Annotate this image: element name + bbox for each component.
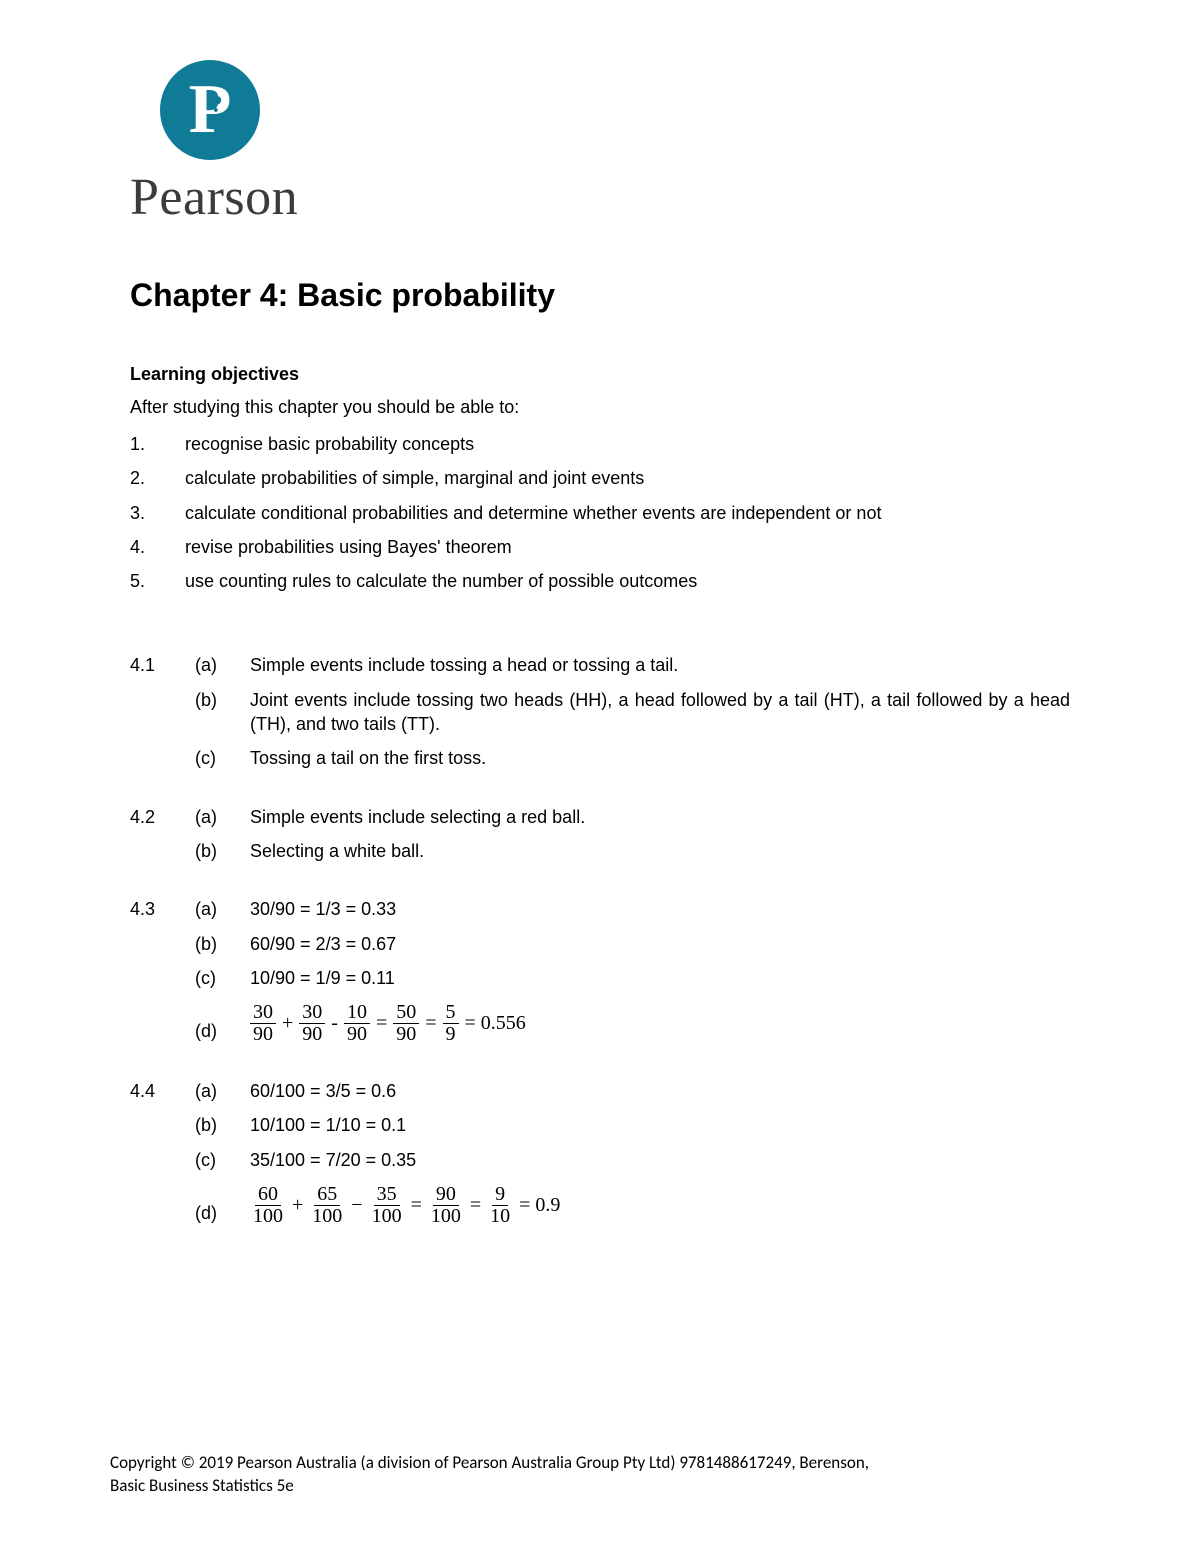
chapter-title: Chapter 4: Basic probability bbox=[130, 277, 1070, 314]
part-letter: (a) bbox=[195, 653, 250, 677]
answer-row: (b) 10/100 = 1/10 = 0.1 bbox=[130, 1113, 1070, 1137]
answer-text: Tossing a tail on the first toss. bbox=[250, 746, 1070, 770]
objective-item: 3. calculate conditional probabilities a… bbox=[130, 501, 1070, 525]
part-letter: (b) bbox=[195, 1113, 250, 1137]
logo-letter: P bbox=[189, 70, 232, 150]
brand-logo: P Pearson bbox=[130, 60, 1070, 227]
answer-row: 4.1 (a) Simple events include tossing a … bbox=[130, 653, 1070, 677]
question-number: 4.3 bbox=[130, 897, 195, 921]
objective-item: 1. recognise basic probability concepts bbox=[130, 432, 1070, 456]
objectives-list: 1. recognise basic probability concepts … bbox=[130, 432, 1070, 593]
answer-row: (d) 3090+3090-1090=5090=59 = 0.556 bbox=[130, 1000, 1070, 1045]
part-letter: (a) bbox=[195, 805, 250, 829]
answer-equation: 3090+3090-1090=5090=59 = 0.556 bbox=[250, 1000, 1070, 1045]
answer-text: Selecting a white ball. bbox=[250, 839, 1070, 863]
page: P Pearson Chapter 4: Basic probability L… bbox=[0, 0, 1200, 1553]
objective-number: 4. bbox=[130, 535, 185, 559]
part-letter: (d) bbox=[195, 1000, 250, 1045]
objectives-intro: After studying this chapter you should b… bbox=[130, 397, 1070, 418]
answers-section: 4.1 (a) Simple events include tossing a … bbox=[130, 653, 1070, 1227]
question-number: 4.1 bbox=[130, 653, 195, 677]
objective-text: revise probabilities using Bayes' theore… bbox=[185, 535, 1070, 559]
objective-number: 2. bbox=[130, 466, 185, 490]
answer-text: 60/90 = 2/3 = 0.67 bbox=[250, 932, 1070, 956]
answer-row: 4.4 (a) 60/100 = 3/5 = 0.6 bbox=[130, 1079, 1070, 1103]
answer-row: (c) 10/90 = 1/9 = 0.11 bbox=[130, 966, 1070, 990]
objective-text: calculate probabilities of simple, margi… bbox=[185, 466, 1070, 490]
part-letter: (d) bbox=[195, 1182, 250, 1227]
objective-item: 4. revise probabilities using Bayes' the… bbox=[130, 535, 1070, 559]
answer-text: 30/90 = 1/3 = 0.33 bbox=[250, 897, 1070, 921]
part-letter: (c) bbox=[195, 966, 250, 990]
answer-text: 60/100 = 3/5 = 0.6 bbox=[250, 1079, 1070, 1103]
part-letter: (b) bbox=[195, 932, 250, 956]
objective-text: recognise basic probability concepts bbox=[185, 432, 1070, 456]
part-letter: (c) bbox=[195, 1148, 250, 1172]
part-letter: (b) bbox=[195, 839, 250, 863]
part-letter: (c) bbox=[195, 746, 250, 770]
objective-text: use counting rules to calculate the numb… bbox=[185, 569, 1070, 593]
answer-text: Simple events include selecting a red ba… bbox=[250, 805, 1070, 829]
question-number: 4.2 bbox=[130, 805, 195, 829]
fraction-equation: 60100+65100−35100=90100=910 = 0.9 bbox=[250, 1184, 560, 1227]
answer-text: 10/90 = 1/9 = 0.11 bbox=[250, 966, 1070, 990]
answer-row: (d) 60100+65100−35100=90100=910 = 0.9 bbox=[130, 1182, 1070, 1227]
answer-text: Joint events include tossing two heads (… bbox=[250, 688, 1070, 737]
answer-row: 4.3 (a) 30/90 = 1/3 = 0.33 bbox=[130, 897, 1070, 921]
objective-number: 3. bbox=[130, 501, 185, 525]
objective-item: 2. calculate probabilities of simple, ma… bbox=[130, 466, 1070, 490]
answer-row: (c) 35/100 = 7/20 = 0.35 bbox=[130, 1148, 1070, 1172]
objective-number: 1. bbox=[130, 432, 185, 456]
fraction-equation: 3090+3090-1090=5090=59 = 0.556 bbox=[250, 1002, 526, 1045]
part-letter: (a) bbox=[195, 897, 250, 921]
answer-row: (b) Joint events include tossing two hea… bbox=[130, 688, 1070, 737]
answer-text: Simple events include tossing a head or … bbox=[250, 653, 1070, 677]
question-4-3: 4.3 (a) 30/90 = 1/3 = 0.33 (b) 60/90 = 2… bbox=[130, 897, 1070, 1045]
answer-text: 10/100 = 1/10 = 0.1 bbox=[250, 1113, 1070, 1137]
part-letter: (b) bbox=[195, 688, 250, 737]
answer-row: (c) Tossing a tail on the first toss. bbox=[130, 746, 1070, 770]
footer-line: Copyright © 2019 Pearson Australia (a di… bbox=[110, 1452, 1090, 1475]
answer-text: 35/100 = 7/20 = 0.35 bbox=[250, 1148, 1070, 1172]
objective-text: calculate conditional probabilities and … bbox=[185, 501, 1070, 525]
objective-number: 5. bbox=[130, 569, 185, 593]
footer-line: Basic Business Statistics 5e bbox=[110, 1475, 1090, 1498]
copyright-footer: Copyright © 2019 Pearson Australia (a di… bbox=[110, 1452, 1090, 1498]
question-4-1: 4.1 (a) Simple events include tossing a … bbox=[130, 653, 1070, 770]
brand-name: Pearson bbox=[130, 168, 1070, 227]
answer-row: (b) 60/90 = 2/3 = 0.67 bbox=[130, 932, 1070, 956]
answer-row: (b) Selecting a white ball. bbox=[130, 839, 1070, 863]
question-4-4: 4.4 (a) 60/100 = 3/5 = 0.6 (b) 10/100 = … bbox=[130, 1079, 1070, 1227]
answer-row: 4.2 (a) Simple events include selecting … bbox=[130, 805, 1070, 829]
answer-equation: 60100+65100−35100=90100=910 = 0.9 bbox=[250, 1182, 1070, 1227]
logo-circle-icon: P bbox=[160, 60, 260, 160]
objective-item: 5. use counting rules to calculate the n… bbox=[130, 569, 1070, 593]
part-letter: (a) bbox=[195, 1079, 250, 1103]
question-4-2: 4.2 (a) Simple events include selecting … bbox=[130, 805, 1070, 864]
question-number: 4.4 bbox=[130, 1079, 195, 1103]
objectives-heading: Learning objectives bbox=[130, 364, 1070, 385]
